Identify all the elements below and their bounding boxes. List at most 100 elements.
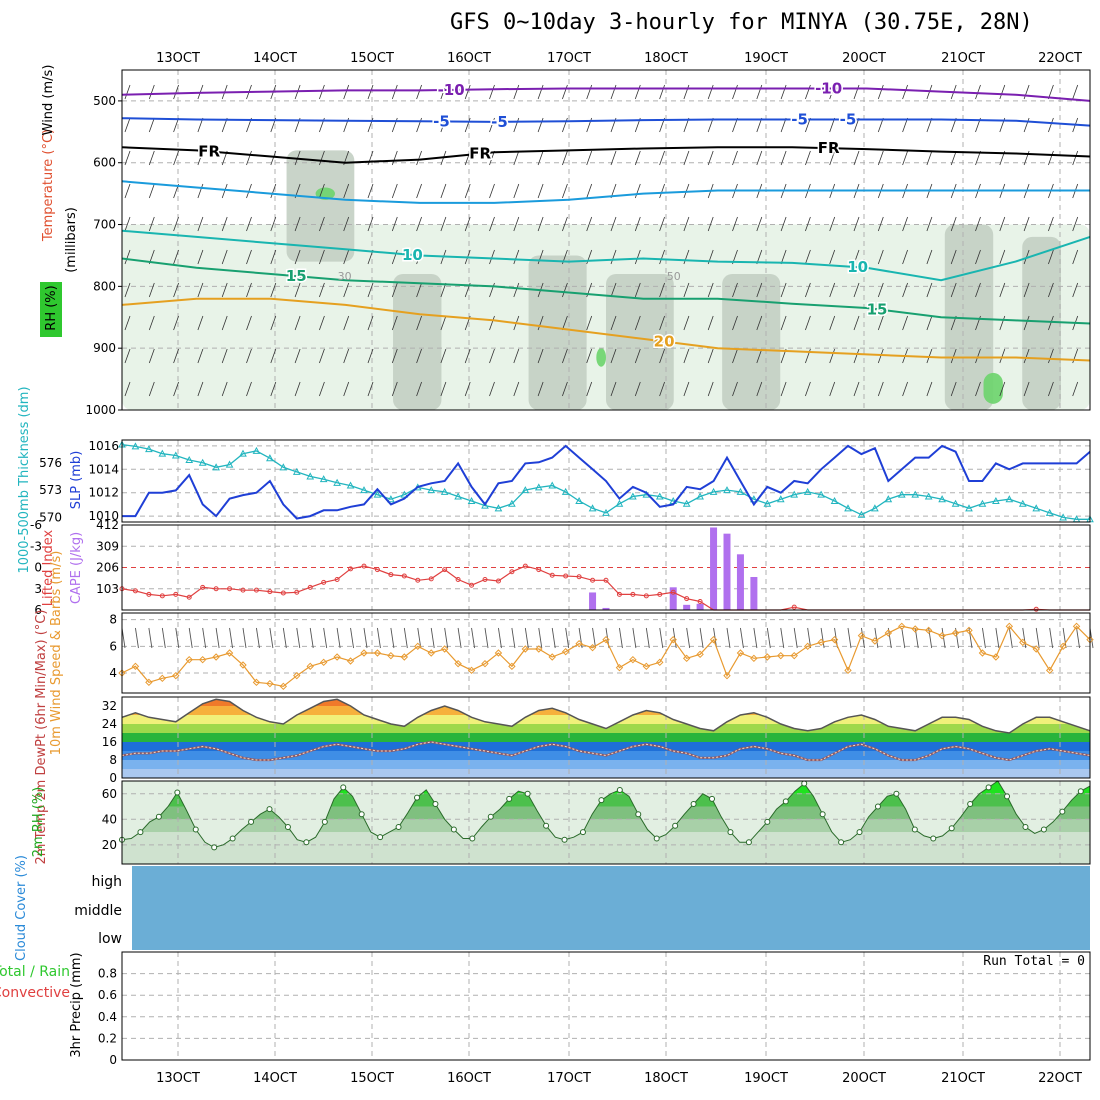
x-label-top: 15OCT <box>350 51 394 66</box>
wind-barb <box>416 315 422 331</box>
wind-barb <box>551 627 556 649</box>
wind-barb <box>343 84 350 100</box>
tick-label: 600 <box>93 156 116 170</box>
rh-point <box>377 834 384 841</box>
x-label-top: 19OCT <box>744 51 788 66</box>
wind-barb <box>513 249 520 265</box>
wind-speed-point <box>992 653 1000 661</box>
wind-barb <box>902 381 908 397</box>
wind-barb <box>242 627 247 649</box>
wind-barb <box>246 282 252 298</box>
wind-barb <box>537 183 544 199</box>
wind-barb <box>537 348 544 364</box>
x-label-bottom: 19OCT <box>744 1071 788 1086</box>
wind-barb <box>350 627 355 649</box>
slp-tick-label: 1012 <box>88 486 119 500</box>
wind-barb <box>430 627 435 649</box>
wind-speed-point <box>131 662 140 671</box>
rh-tick-label: 60 <box>102 787 117 801</box>
cape-tick-label: 309 <box>96 539 119 553</box>
wind-barb <box>793 627 798 649</box>
li-point <box>469 582 475 588</box>
thickness-point <box>534 483 543 491</box>
temp-band <box>122 769 1090 778</box>
temp-band <box>122 706 1090 715</box>
wind-speed-point <box>172 671 180 680</box>
wind-barb <box>173 315 179 331</box>
wind-speed-point <box>427 649 435 657</box>
wind-axis-title-part: 10m Wind Speed & Barbs (m/s) <box>49 551 64 756</box>
rh-point <box>967 800 974 807</box>
wind-speed-point <box>938 631 946 640</box>
wind-barb <box>367 381 374 397</box>
rh-point <box>229 835 236 842</box>
thickness-point <box>467 496 476 505</box>
thickness-point <box>1032 504 1041 512</box>
temperature-legend-label-part: Temperature (°C) <box>41 129 56 242</box>
wind-speed-point <box>871 637 879 645</box>
li-point <box>509 569 515 575</box>
wind-barb <box>853 84 860 100</box>
wind-barb <box>683 84 690 100</box>
rh-point <box>690 800 697 807</box>
precip-legend-total: Total / Rain <box>0 964 70 980</box>
wind-barb <box>1023 381 1030 397</box>
wind-barb <box>926 150 933 166</box>
wind-barb <box>780 216 787 232</box>
wind-barb <box>513 183 520 199</box>
wind-speed-point <box>1059 642 1067 651</box>
thickness-point <box>844 504 852 512</box>
wind-barb <box>634 183 641 199</box>
isotherm-line <box>121 146 1091 164</box>
wind-barb <box>343 315 350 331</box>
wind-barb <box>294 381 301 397</box>
cloud-row-label: low <box>98 931 122 947</box>
rh-legend-label-part: RH (%) <box>44 285 59 330</box>
wind-legend-label-part: Wind (m/s) <box>41 65 56 136</box>
wind-barb <box>683 216 690 232</box>
wind-barb <box>197 183 204 199</box>
wind-barb <box>659 627 664 649</box>
rh-shade <box>722 274 781 410</box>
wind-barb <box>683 249 690 265</box>
wind-barb <box>877 216 884 232</box>
thickness-point <box>615 499 624 507</box>
wind-tick-label: 8 <box>109 613 117 627</box>
wind-barb <box>197 315 204 331</box>
temp-band <box>122 715 1090 724</box>
wind-barb <box>950 150 957 166</box>
isotherm-label: -10 <box>438 81 465 99</box>
rh-point <box>745 839 752 846</box>
thickness-line <box>121 443 1090 520</box>
wind-barb <box>780 627 785 649</box>
li-point <box>684 596 690 602</box>
wind-barb <box>294 216 301 232</box>
wind-speed-point <box>414 642 422 651</box>
wind-barb <box>391 183 398 199</box>
rh-point <box>616 786 623 793</box>
rh-contour-label: 30 <box>338 270 352 283</box>
wind-barb <box>148 84 155 100</box>
rh-point <box>155 813 162 820</box>
wind-barb <box>457 627 462 649</box>
wind-speed-point <box>669 635 677 644</box>
li-point <box>415 577 421 583</box>
wind-barb <box>367 348 374 364</box>
wind-barb <box>229 627 234 649</box>
wind-barb <box>732 84 738 100</box>
wind-barb <box>780 282 787 298</box>
wind-barb <box>173 348 179 364</box>
wind-barb <box>901 627 906 649</box>
rh-point <box>561 836 568 843</box>
wind-barb <box>874 627 879 649</box>
wind-barb <box>537 117 544 133</box>
wind-barb <box>887 627 892 649</box>
x-label-bottom: 13OCT <box>156 1071 200 1086</box>
thickness-axis-title: 1000-500mb Thickness (dm) <box>17 386 32 573</box>
thickness-point <box>494 504 503 512</box>
wind-speed-point <box>978 649 987 657</box>
wind-barb <box>197 282 204 298</box>
wind-barb <box>440 216 447 232</box>
wind-barb <box>444 627 449 649</box>
wind-barb <box>562 84 568 100</box>
